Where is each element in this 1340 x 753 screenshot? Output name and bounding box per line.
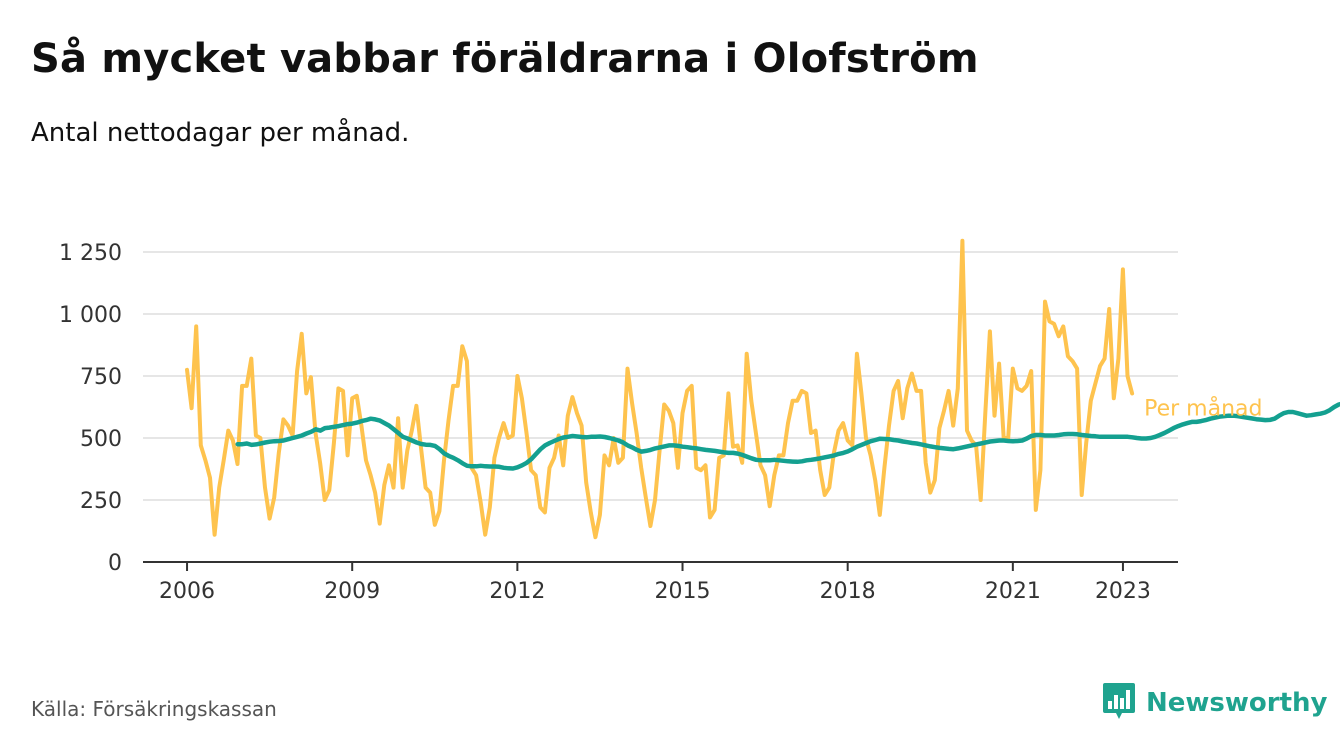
x-axis: 2006 2009 2012 2015 2018 2021 2023 xyxy=(143,561,1178,604)
series-lines xyxy=(185,238,1340,540)
y-tick-label: 250 xyxy=(80,489,122,514)
y-tick-label: 0 xyxy=(108,551,122,576)
line-end-labels: TrendPer månad xyxy=(1144,395,1262,421)
line-chart: 0 250 500 750 1 000 1 250 2006 2009 2012 2015 201… xyxy=(59,238,1340,604)
chart-title: Så mycket vabbar föräldrarna i Olofström xyxy=(31,36,979,82)
y-tick-label: 750 xyxy=(80,365,122,390)
y-axis-tick-labels: 0 250 500 750 1 000 1 250 xyxy=(59,241,122,576)
chart-subtitle: Antal nettodagar per månad. xyxy=(31,118,410,148)
newsworthy-logo[interactable]: Newsworthy xyxy=(1102,682,1327,724)
x-tick-label: 2023 xyxy=(1095,579,1151,604)
x-tick-label: 2015 xyxy=(655,579,711,604)
source-note: Källa: Försäkringskassan xyxy=(31,697,277,721)
x-tick-label: 2018 xyxy=(820,579,876,604)
monthly-line xyxy=(185,238,1135,540)
newsworthy-logo-text: Newsworthy xyxy=(1146,688,1328,718)
x-tick-label: 2012 xyxy=(489,579,545,604)
newsworthy-logo-icon xyxy=(1102,681,1136,725)
x-tick-label: 2009 xyxy=(324,579,380,604)
trend-line xyxy=(235,401,1340,471)
x-tick-label: 2021 xyxy=(985,579,1041,604)
y-tick-label: 1 250 xyxy=(59,241,122,266)
y-tick-label: 1 000 xyxy=(59,303,122,328)
y-tick-label: 500 xyxy=(80,427,122,452)
legend-label-monthly: Per månad xyxy=(1144,395,1262,421)
x-tick-label: 2006 xyxy=(159,579,215,604)
